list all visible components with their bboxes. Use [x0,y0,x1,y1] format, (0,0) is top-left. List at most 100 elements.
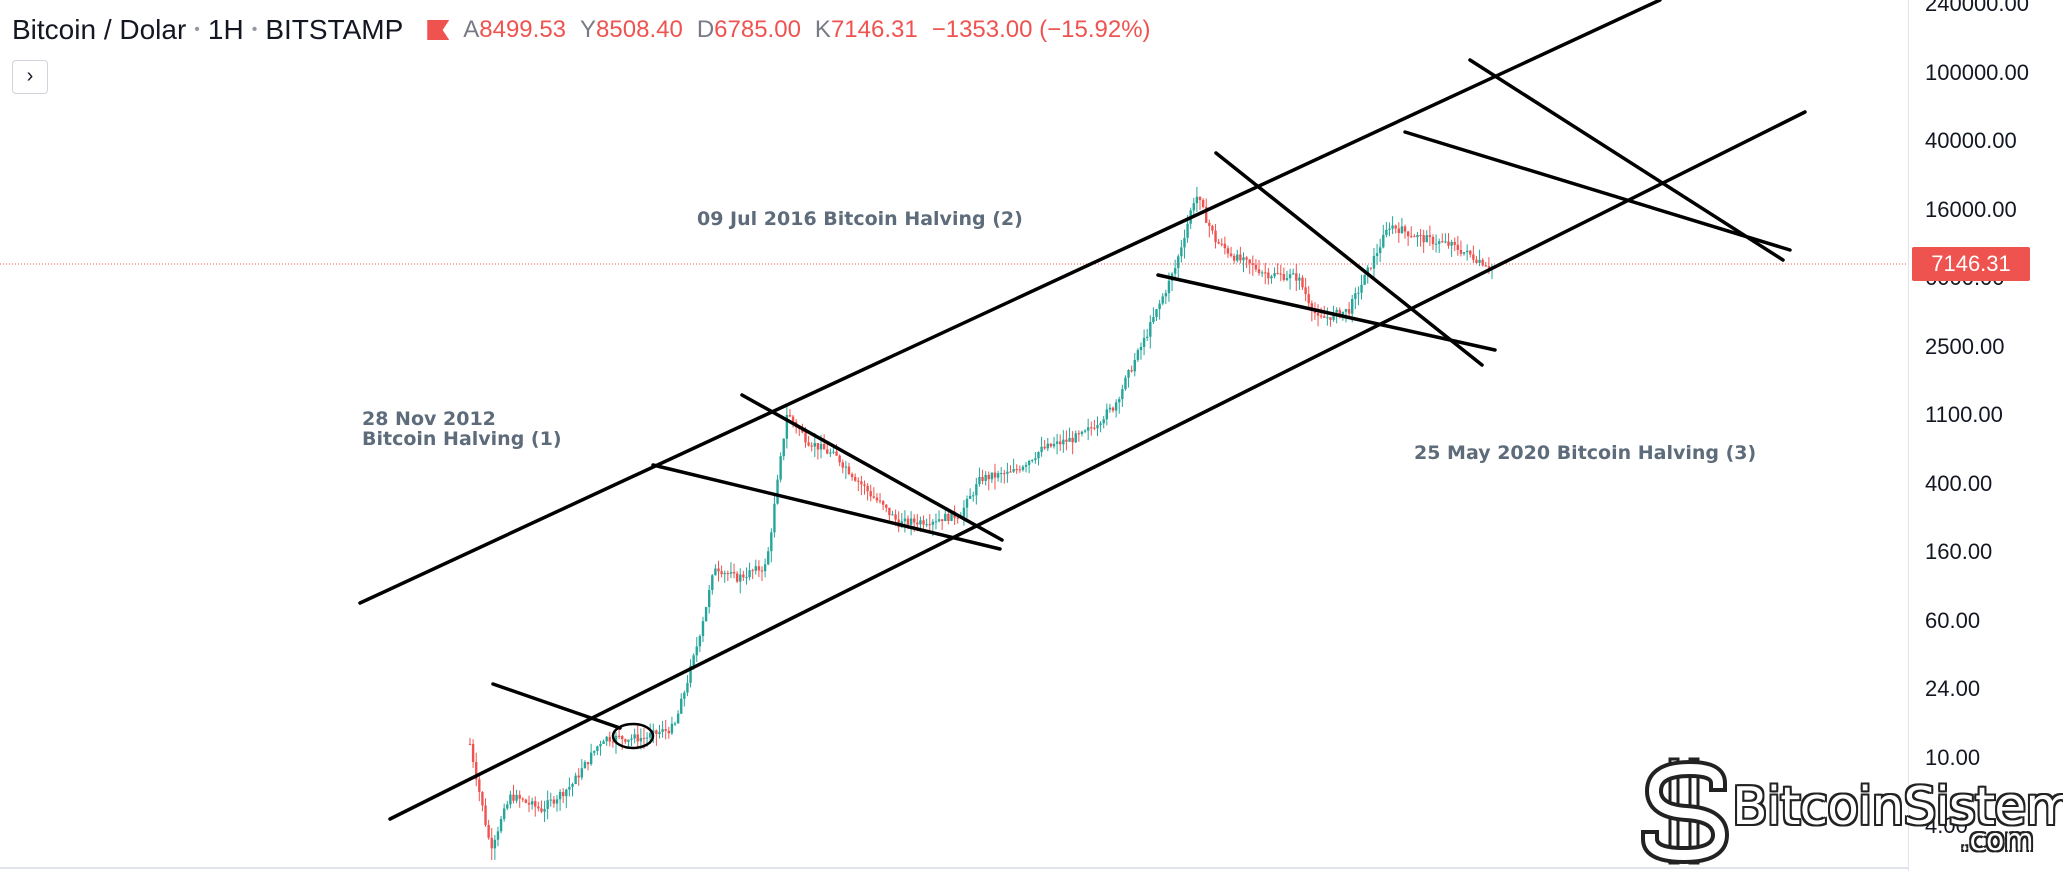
candle-body [1006,471,1009,474]
candle-body [1052,443,1056,447]
candle-body [984,474,987,481]
triangle-upper-2014[interactable] [740,393,1004,542]
candle-body [1236,254,1239,261]
candle-body [903,518,907,522]
candle-body [1177,256,1180,269]
candle-body [518,794,521,799]
candle-body [540,808,543,812]
candle-body [1465,250,1469,253]
candle-body [1298,277,1301,281]
candle-body [1276,273,1279,275]
candle-body [1071,437,1074,443]
candle-body [732,572,736,574]
price-tick-label: 2500.00 [1925,333,2005,359]
breakout-circle [611,722,655,750]
candle-body [490,837,493,849]
candle-body [1397,228,1401,234]
candle-body [642,737,646,739]
candle-body [577,775,580,778]
candles [468,186,1494,861]
candle-body [1226,248,1230,254]
candle-body [1369,267,1373,269]
candle-body [996,473,1000,478]
candle-body [1034,458,1037,461]
candle-body [630,738,633,740]
candle-body [1015,469,1018,471]
halving-1-label[interactable]: Bitcoin Halving (1) [362,428,562,450]
candle-body [1062,439,1065,445]
candle-body [478,779,481,792]
candle-body [1223,243,1227,249]
candle-body [527,802,531,805]
candle-body [1245,257,1248,260]
candle-body [1024,464,1028,467]
candle-body [1413,236,1416,238]
low-value: 6785.00 [714,16,801,43]
halving-2-label[interactable]: 09 Jul 2016 Bitcoin Halving (2) [697,208,1023,230]
candle-body [751,570,754,572]
exchange-label: BITSTAMP [265,14,404,45]
candle-body [1248,259,1251,264]
candle-body [1027,460,1031,465]
triangle-lower-2014[interactable] [651,463,1002,551]
candle-body [1220,243,1223,245]
interval-label[interactable]: 1H [207,14,244,45]
candle-body [695,646,698,656]
separator-dot: • [251,21,258,38]
candle-body [524,799,528,803]
downtrend-line-2020-b[interactable] [1403,130,1792,252]
candle-body [1475,259,1478,263]
candle-body [1108,407,1112,410]
trendlines [358,0,1807,821]
price-tick-label: 60.00 [1925,607,1981,633]
candle-body [1099,423,1102,425]
candle-body [1416,234,1419,238]
channel-upper-line[interactable] [358,0,1662,605]
candle-body [1310,303,1314,311]
downtrend-line-2020-a[interactable] [1468,58,1785,262]
candle-body [506,804,509,809]
support-line-2018[interactable] [1156,273,1497,352]
candle-body [1282,274,1286,280]
candle-body [499,819,503,832]
halving-3-label[interactable]: 25 May 2020 Bitcoin Halving (3) [1414,442,1757,464]
high-key: Y [580,16,597,43]
expand-legend-button[interactable]: › [12,60,48,94]
candle-body [1012,469,1015,472]
candle-body [1080,431,1084,434]
channel-lower-line[interactable] [388,110,1807,821]
candle-body [1385,229,1388,235]
bitcoinsistemi-logo: BitcoinSistemi .com [1640,755,2063,867]
candle-body [1096,424,1099,429]
price-tick-label: 400.00 [1925,470,1993,496]
downtrend-line-2018[interactable] [1214,151,1484,367]
candle-body [1173,268,1177,274]
flag-icon[interactable] [427,20,450,40]
candle-body [1152,317,1155,323]
candle-body [636,734,639,742]
candle-body [1329,317,1332,320]
candle-body [888,507,891,516]
candle-body [1186,223,1189,238]
candle-body [599,744,602,747]
price-chart[interactable] [0,0,1908,871]
candle-body [962,507,966,518]
candle-body [673,723,677,725]
resistance-line-2012[interactable] [491,682,622,730]
candle-body [1326,317,1329,319]
candle-body [1239,254,1242,261]
candle-body [1264,272,1267,274]
candle-body [1105,409,1109,420]
candle-body [1288,274,1292,279]
candle-body [850,474,854,478]
candle-body [720,571,723,575]
candle-body [838,455,841,463]
candle-body [1372,255,1376,269]
candle-body [580,768,584,778]
price-tick-label: 40000.00 [1925,128,2017,153]
symbol-title[interactable]: Bitcoin / Dolar [12,14,187,45]
halving-1-date[interactable]: 28 Nov 2012 [362,408,496,430]
candle-body [829,452,832,454]
chart-header: Bitcoin / Dolar • 1H • BITSTAMP A8499.53… [12,10,1165,50]
